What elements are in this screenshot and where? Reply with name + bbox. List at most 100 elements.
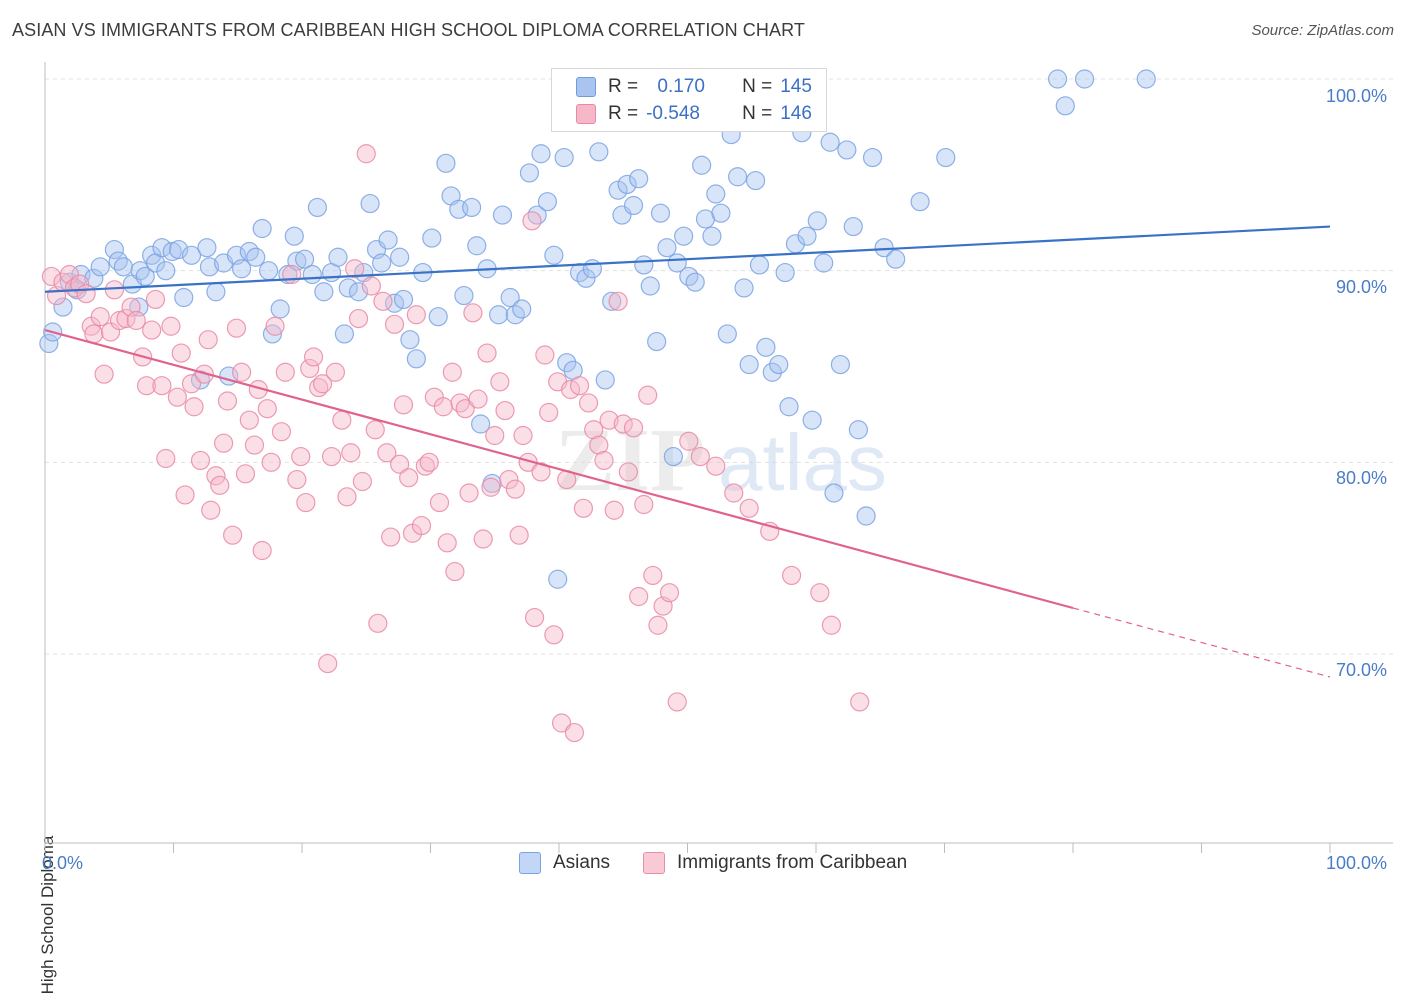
asian-point-103 xyxy=(674,226,694,246)
caribbean-point-36 xyxy=(217,391,238,411)
caribbean-point-75 xyxy=(390,454,410,474)
asian-point-52 xyxy=(372,253,392,273)
asian-point-136 xyxy=(862,147,883,168)
chart-source: Source: ZipAtlas.com xyxy=(1251,22,1394,39)
asian-point-43 xyxy=(314,282,334,302)
asian-point-38 xyxy=(284,226,304,246)
asian-point-36 xyxy=(270,299,290,319)
caribbean-point-98 xyxy=(490,372,510,392)
caribbean-point-119 xyxy=(584,420,604,440)
caribbean-point-115 xyxy=(564,722,585,743)
y-tick-label-90: 90.0% xyxy=(1336,277,1388,297)
caribbean-point-92 xyxy=(463,303,483,323)
asian-point-89 xyxy=(595,370,615,390)
asian-point-9 xyxy=(108,251,128,271)
caribbean-point-93 xyxy=(468,389,488,409)
caribbean-point-94 xyxy=(473,529,493,549)
asian-point-101 xyxy=(663,446,683,467)
asian-point-10 xyxy=(113,257,133,277)
asian-point-87 xyxy=(582,259,603,279)
caribbean-point-134 xyxy=(659,583,680,603)
caribbean-point-97 xyxy=(485,425,505,446)
y-tick-label-80: 80.0% xyxy=(1336,468,1388,488)
caribbean-point-57 xyxy=(312,374,333,394)
caribbean-point-27 xyxy=(181,374,202,394)
caribbean-n-value: 146 xyxy=(780,103,812,124)
caribbean-point-38 xyxy=(226,318,247,338)
asians-n-value: 145 xyxy=(780,76,812,97)
caribbean-point-122 xyxy=(599,410,619,430)
asian-point-58 xyxy=(406,349,426,369)
caribbean-point-39 xyxy=(232,362,252,382)
asian-trend-line xyxy=(44,225,1331,293)
caribbean-point-118 xyxy=(578,393,599,413)
asian-point-140 xyxy=(936,147,956,168)
asian-point-67 xyxy=(467,236,487,256)
asian-point-21 xyxy=(174,287,194,308)
caribbean-point-126 xyxy=(618,462,638,482)
caribbean-point-64 xyxy=(345,259,365,279)
asian-point-120 xyxy=(769,354,789,375)
caribbean-point-74 xyxy=(384,314,405,334)
caribbean-trend-extension xyxy=(1072,607,1331,678)
caribbean-point-89 xyxy=(450,393,470,413)
asian-point-83 xyxy=(557,353,577,373)
caribbean-point-105 xyxy=(522,211,542,231)
chart-title: ASIAN VS IMMIGRANTS FROM CARIBBEAN HIGH … xyxy=(12,20,805,40)
asian-point-13 xyxy=(130,261,150,281)
asian-point-132 xyxy=(837,140,857,160)
asian-point-40 xyxy=(294,249,315,269)
asian-point-138 xyxy=(886,249,906,269)
asians-r-label: R = xyxy=(608,76,639,97)
asian-point-72 xyxy=(492,205,513,225)
caribbean-point-68 xyxy=(361,276,381,296)
caribbean-r-value: -0.548 xyxy=(646,103,700,124)
caribbean-point-96 xyxy=(481,477,501,497)
asian-point-32 xyxy=(246,247,266,267)
asian-point-126 xyxy=(802,410,822,430)
asian-point-6 xyxy=(84,268,104,288)
caribbean-point-138 xyxy=(706,456,726,476)
asian-point-61 xyxy=(428,307,448,327)
asian-point-131 xyxy=(830,354,851,375)
caribbean-point-29 xyxy=(190,450,211,471)
caribbean-point-20 xyxy=(145,289,166,310)
asian-point-116 xyxy=(746,170,766,191)
caribbean-point-58 xyxy=(318,653,338,674)
asian-point-46 xyxy=(334,324,355,344)
caribbean-point-6 xyxy=(76,284,96,304)
asian-point-14 xyxy=(135,266,155,287)
asian-point-115 xyxy=(739,354,759,375)
caribbean-point-84 xyxy=(429,492,450,513)
caribbean-point-117 xyxy=(573,498,594,518)
asian-point-71 xyxy=(489,305,509,325)
caribbean-point-22 xyxy=(156,448,176,469)
caribbean-point-55 xyxy=(303,347,324,367)
asians-legend-label: Asians xyxy=(553,852,611,873)
caribbean-point-25 xyxy=(171,343,191,363)
asian-point-7 xyxy=(90,257,110,277)
caribbean-point-31 xyxy=(198,330,218,350)
caribbean-point-45 xyxy=(257,399,277,419)
caribbean-point-76 xyxy=(393,395,414,415)
asian-point-128 xyxy=(814,253,834,273)
caribbean-point-80 xyxy=(411,515,432,536)
caribbean-point-52 xyxy=(291,446,311,467)
caribbean-point-91 xyxy=(459,483,479,503)
x-tick-label-100: 100.0% xyxy=(1326,853,1388,873)
caribbean-point-125 xyxy=(613,414,633,434)
caribbean-point-60 xyxy=(325,362,346,382)
caribbean-point-63 xyxy=(341,443,361,463)
watermark-atlas: atlas xyxy=(718,418,887,507)
asians-n-label: N = xyxy=(742,76,773,97)
caribbean-point-23 xyxy=(161,316,181,336)
asian-point-105 xyxy=(685,272,705,292)
caribbean-point-103 xyxy=(513,425,533,446)
asians-swatch xyxy=(576,77,596,97)
asian-point-90 xyxy=(602,291,622,311)
asian-point-75 xyxy=(512,299,532,319)
caribbean-point-135 xyxy=(667,692,687,712)
caribbean-point-143 xyxy=(810,583,830,603)
asian-point-65 xyxy=(454,285,474,306)
asian-point-121 xyxy=(775,262,795,283)
